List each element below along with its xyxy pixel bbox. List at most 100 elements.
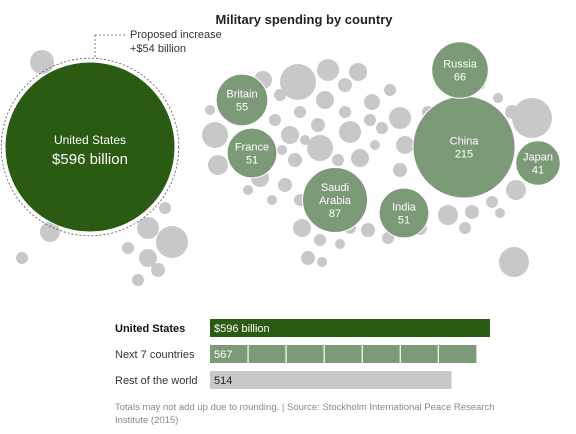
other-country-bubble bbox=[301, 251, 315, 265]
other-country-bubble bbox=[339, 121, 361, 143]
bar-comparison: United States $596 billion Next 7 countrie… bbox=[115, 319, 490, 389]
other-country-bubble bbox=[30, 50, 54, 74]
other-country-bubble bbox=[294, 106, 306, 118]
other-country-bubble bbox=[277, 145, 287, 155]
other-country-bubble bbox=[382, 232, 394, 244]
bubble-name: China bbox=[450, 136, 480, 148]
other-country-bubble bbox=[495, 208, 505, 218]
bar bbox=[210, 319, 490, 337]
bubble-circle bbox=[215, 73, 269, 127]
other-country-bubble bbox=[505, 105, 519, 119]
bubble-circle bbox=[515, 140, 561, 186]
bubble-circle bbox=[431, 41, 489, 99]
bubble-name: Saudi bbox=[321, 182, 349, 194]
other-country-bubble bbox=[40, 222, 60, 242]
other-country-bubble bbox=[307, 135, 333, 161]
bar-value-label: 567 bbox=[214, 349, 232, 361]
other-country-bubble bbox=[208, 155, 228, 175]
other-country-bubble bbox=[499, 247, 529, 277]
other-country-bubble bbox=[300, 135, 310, 145]
other-country-bubble bbox=[393, 163, 407, 177]
bubble-value: 66 bbox=[454, 72, 466, 84]
other-country-bubble bbox=[267, 195, 277, 205]
other-country-bubble bbox=[159, 202, 171, 214]
other-country-bubble bbox=[370, 140, 380, 150]
proposed-increase-ring bbox=[0, 57, 180, 237]
other-country-bubble bbox=[332, 154, 344, 166]
bubble-circle bbox=[378, 187, 430, 239]
proposed-increase-circle bbox=[0, 57, 180, 237]
annotation-line-2: +$54 billion bbox=[130, 43, 186, 55]
other-country-bubble bbox=[361, 223, 375, 237]
other-country-bubble bbox=[122, 242, 134, 254]
other-country-bubble bbox=[16, 252, 28, 264]
bubble-value: 51 bbox=[246, 155, 258, 167]
bubble-circle bbox=[226, 127, 278, 179]
other-country-bubble bbox=[335, 239, 345, 249]
other-country-bubble bbox=[364, 94, 380, 110]
other-country-bubble bbox=[288, 153, 302, 167]
other-country-bubble bbox=[311, 118, 325, 132]
other-country-bubble bbox=[351, 149, 369, 167]
other-country-bubble bbox=[137, 217, 159, 239]
bar-category-label: Next 7 countries bbox=[115, 349, 195, 361]
bubble-name: India bbox=[392, 202, 417, 214]
bubble-value: 55 bbox=[236, 102, 248, 114]
chart-title: Military spending by country bbox=[216, 12, 394, 27]
other-country-bubble bbox=[317, 59, 339, 81]
other-country-bubble bbox=[338, 78, 352, 92]
bar bbox=[210, 371, 452, 389]
other-country-bubble bbox=[438, 205, 458, 225]
other-country-bubble bbox=[317, 257, 327, 267]
bubble-value: 51 bbox=[398, 215, 410, 227]
other-country-bubble bbox=[139, 249, 157, 267]
bubble-name: Britain bbox=[226, 89, 257, 101]
other-country-bubble bbox=[151, 263, 165, 277]
bar-value-label: 514 bbox=[214, 375, 232, 387]
other-country-bubble bbox=[339, 106, 351, 118]
other-country-bubble bbox=[364, 114, 376, 126]
other-country-bubble bbox=[493, 93, 503, 103]
bubble-name: Russia bbox=[443, 59, 478, 71]
bubble-circle bbox=[302, 167, 368, 233]
bubble-value: $596 billion bbox=[52, 151, 128, 168]
bar-value-label: $596 billion bbox=[214, 323, 270, 335]
bar-row-2: Next 7 countries 567 bbox=[115, 345, 477, 363]
proposed-increase-annotation: Proposed increase +$54 billion bbox=[94, 29, 222, 58]
other-country-bubble bbox=[396, 136, 414, 154]
other-country-bubble bbox=[314, 234, 326, 246]
other-country-bubble bbox=[274, 89, 286, 101]
other-country-bubble bbox=[506, 180, 526, 200]
other-country-bubble bbox=[486, 196, 498, 208]
bar-category-label: Rest of the world bbox=[115, 375, 198, 387]
other-country-bubble bbox=[156, 226, 188, 258]
other-country-bubble bbox=[316, 91, 334, 109]
footnote: Totals may not add up due to rounding. |… bbox=[115, 402, 495, 426]
bubble-name: France bbox=[235, 142, 269, 154]
other-country-bubble bbox=[281, 126, 299, 144]
other-countries-bubbles bbox=[16, 50, 552, 286]
other-country-bubble bbox=[349, 63, 367, 81]
bubble-name: Japan bbox=[523, 152, 553, 164]
other-country-bubble bbox=[269, 114, 281, 126]
other-country-bubble bbox=[459, 222, 471, 234]
annotation-line-1: Proposed increase bbox=[130, 29, 222, 41]
bar-row-3: Rest of the world 514 bbox=[115, 371, 452, 389]
other-country-bubble bbox=[512, 98, 552, 138]
bubble-name: United States bbox=[54, 133, 126, 147]
bar bbox=[210, 345, 477, 363]
other-country-bubble bbox=[293, 219, 311, 237]
other-country-bubble bbox=[465, 205, 479, 219]
other-country-bubble bbox=[278, 178, 292, 192]
bubble-value: 215 bbox=[455, 149, 473, 161]
bubble-value: 87 bbox=[329, 208, 341, 220]
other-country-bubble bbox=[132, 274, 144, 286]
other-country-bubble bbox=[389, 107, 411, 129]
other-country-bubble bbox=[243, 185, 253, 195]
other-country-bubble bbox=[376, 122, 388, 134]
